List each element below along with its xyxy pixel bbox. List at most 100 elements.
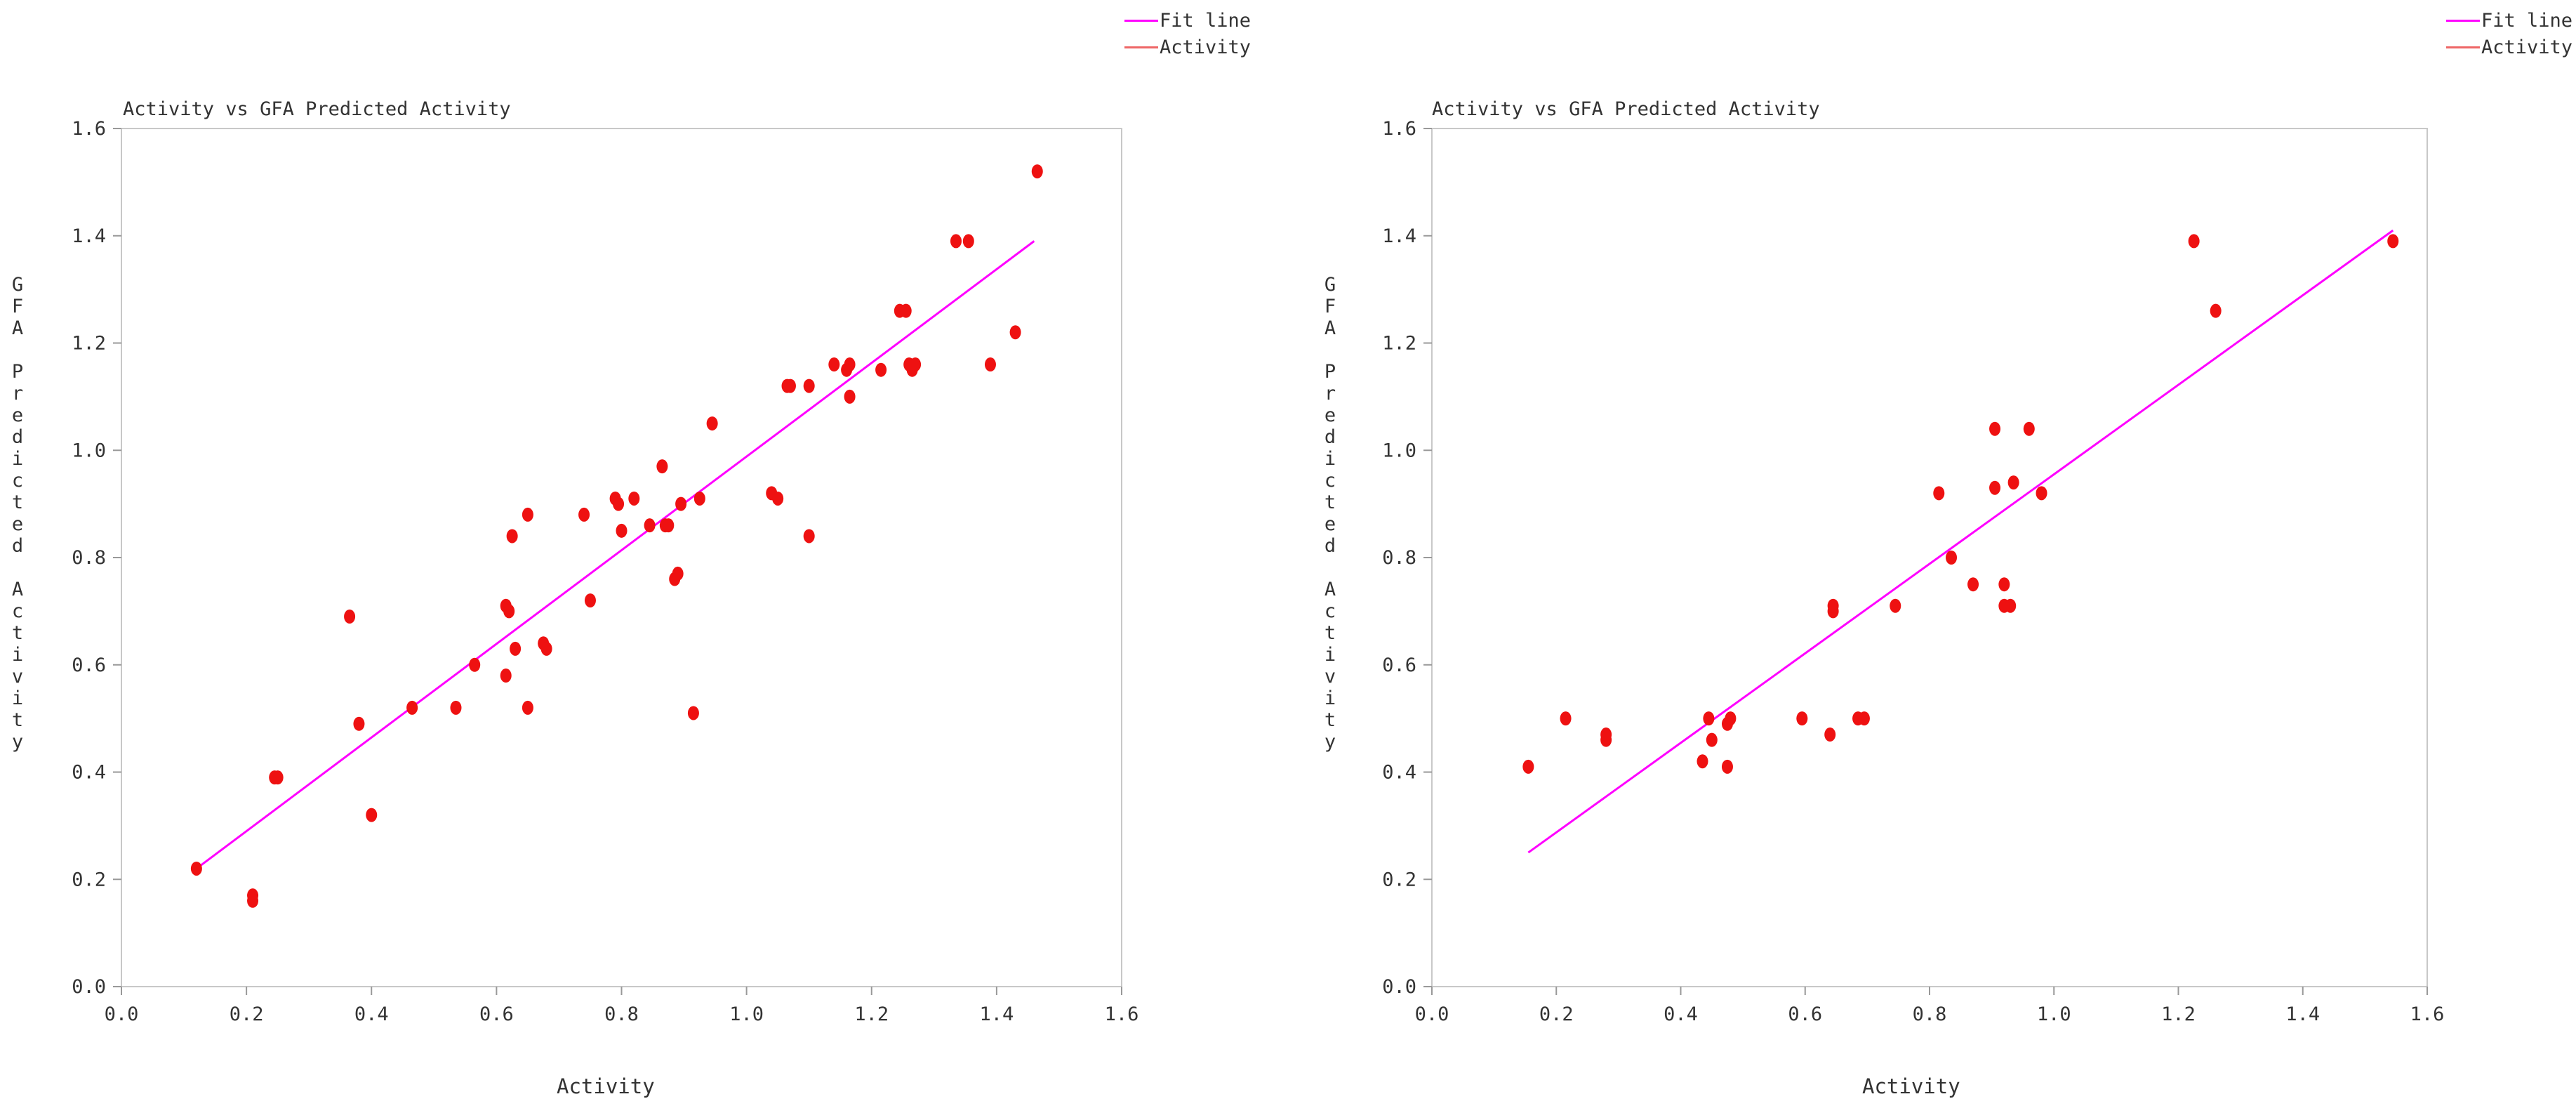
- legend-item-fit: Fit line: [1124, 7, 1251, 34]
- x-tick-label: 0.4: [354, 1003, 389, 1025]
- y-tick-label: 1.4: [72, 225, 106, 247]
- activity-swatch-icon: [2446, 46, 2480, 48]
- activity-swatch-icon: [1124, 46, 1158, 48]
- y-axis-label-char: A: [1324, 317, 1336, 339]
- fit-line: [1527, 229, 2394, 854]
- scatter-plot: 0.0 0.2 0.4 0.6 0.8 1.0 1.2 1.4 1.6 0.0 0.2 0.4 0.6 0…: [72, 118, 1138, 1025]
- y-axis-label-char: P: [1324, 361, 1336, 383]
- data-point: [1031, 164, 1043, 179]
- y-axis-label-char: t: [11, 492, 24, 513]
- legend: Fit line Activity: [1124, 7, 1251, 60]
- y-axis-label-char: d: [1324, 426, 1336, 448]
- data-point: [613, 496, 625, 511]
- data-point: [950, 234, 962, 249]
- data-point: [469, 657, 481, 672]
- data-point: [675, 496, 687, 511]
- legend-label-fit: Fit line: [2481, 9, 2573, 32]
- data-point: [2005, 598, 2017, 613]
- x-tick-label: 0.2: [1539, 1003, 1574, 1025]
- data-point: [578, 507, 590, 522]
- data-point: [1560, 711, 1572, 726]
- y-axis-label-char: d: [1324, 535, 1336, 557]
- y-axis-label-char: A: [1324, 579, 1336, 600]
- data-point: [672, 566, 684, 581]
- y-axis-label-char: i: [11, 644, 24, 666]
- data-point: [2023, 421, 2035, 436]
- data-point: [875, 362, 887, 377]
- data-point: [272, 770, 284, 785]
- data-point: [2007, 475, 2019, 490]
- y-axis-label-char: A: [11, 579, 24, 600]
- data-point: [962, 234, 974, 249]
- chart-panel-right: Fit line Activity Activity vs GFA Predic…: [1288, 0, 2576, 1106]
- y-axis-label-char: e: [1324, 404, 1336, 426]
- data-point: [1967, 577, 1979, 592]
- x-tick-label: 1.6: [2410, 1003, 2445, 1025]
- y-tick-label: 0.8: [72, 547, 106, 569]
- data-point: [1989, 480, 2001, 495]
- data-point: [506, 529, 518, 544]
- plot-frame: [1431, 128, 2428, 987]
- x-tick-label: 1.0: [2037, 1003, 2071, 1025]
- x-tick-label: 1.2: [854, 1003, 889, 1025]
- y-axis-label-char: y: [11, 731, 24, 753]
- y-axis-label-char: r: [1324, 383, 1336, 404]
- x-tick-label: 1.4: [2285, 1003, 2320, 1025]
- x-tick-label: 1.4: [979, 1003, 1014, 1025]
- data-point: [353, 716, 365, 731]
- y-axis-label-char: c: [1324, 470, 1336, 492]
- y-axis-label-char: P: [11, 361, 24, 383]
- data-point: [247, 893, 259, 908]
- data-point: [1890, 598, 1901, 613]
- data-point: [503, 604, 515, 619]
- y-axis-label-char: F: [1324, 296, 1336, 317]
- x-tick-label: 0.4: [1664, 1003, 1698, 1025]
- y-tick-label: 0.0: [72, 976, 106, 998]
- data-point: [984, 357, 996, 372]
- x-axis-label: Activity: [1862, 1074, 1960, 1098]
- legend-label-activity: Activity: [2481, 36, 2573, 58]
- y-axis-label-char: F: [11, 296, 24, 317]
- data-point: [1989, 421, 2001, 436]
- data-point: [828, 357, 840, 372]
- y-axis-label-char: r: [11, 383, 24, 404]
- legend-label-activity: Activity: [1160, 36, 1252, 58]
- data-point: [663, 518, 675, 533]
- x-tick-label: 1.2: [2161, 1003, 2196, 1025]
- y-axis-label-char: y: [1324, 731, 1336, 753]
- chart-title: Activity vs GFA Predicted Activity: [123, 98, 511, 120]
- data-point: [1824, 728, 1836, 742]
- y-tick-label: 1.6: [72, 118, 106, 140]
- x-tick-label: 0.0: [105, 1003, 139, 1025]
- data-point: [1946, 551, 1958, 565]
- data-point: [2188, 234, 2200, 249]
- y-axis-label-char: v: [11, 666, 24, 687]
- y-tick-label: 1.0: [1382, 440, 1416, 461]
- data-point: [1933, 486, 1945, 501]
- y-tick-label: 0.2: [72, 869, 106, 890]
- y-axis-label-char: t: [1324, 709, 1336, 731]
- data-point: [500, 669, 512, 683]
- y-tick-label: 0.4: [72, 762, 106, 784]
- data-point: [772, 491, 784, 506]
- data-point: [644, 518, 656, 533]
- y-tick-label: 0.0: [1382, 976, 1416, 998]
- x-axis-label: Activity: [557, 1074, 655, 1098]
- x-tick-label: 0.8: [604, 1003, 639, 1025]
- data-point: [910, 357, 922, 372]
- y-axis-label-char: d: [11, 535, 24, 557]
- y-tick-label: 0.6: [1382, 654, 1416, 676]
- data-point: [2210, 303, 2222, 318]
- data-point: [510, 641, 522, 656]
- data-point: [628, 491, 640, 506]
- y-axis-label-char: c: [11, 600, 24, 622]
- fit-line-swatch-icon: [2446, 19, 2480, 22]
- data-point: [2387, 234, 2399, 249]
- data-point: [2036, 486, 2047, 501]
- y-axis-label-char: t: [11, 622, 24, 644]
- data-point: [344, 610, 356, 624]
- data-point: [1522, 759, 1534, 774]
- x-tick-label: 0.8: [1913, 1003, 1947, 1025]
- chart-panel-left: Fit line Activity Activity vs GFA Predic…: [11, 7, 1251, 1099]
- data-point: [190, 861, 202, 876]
